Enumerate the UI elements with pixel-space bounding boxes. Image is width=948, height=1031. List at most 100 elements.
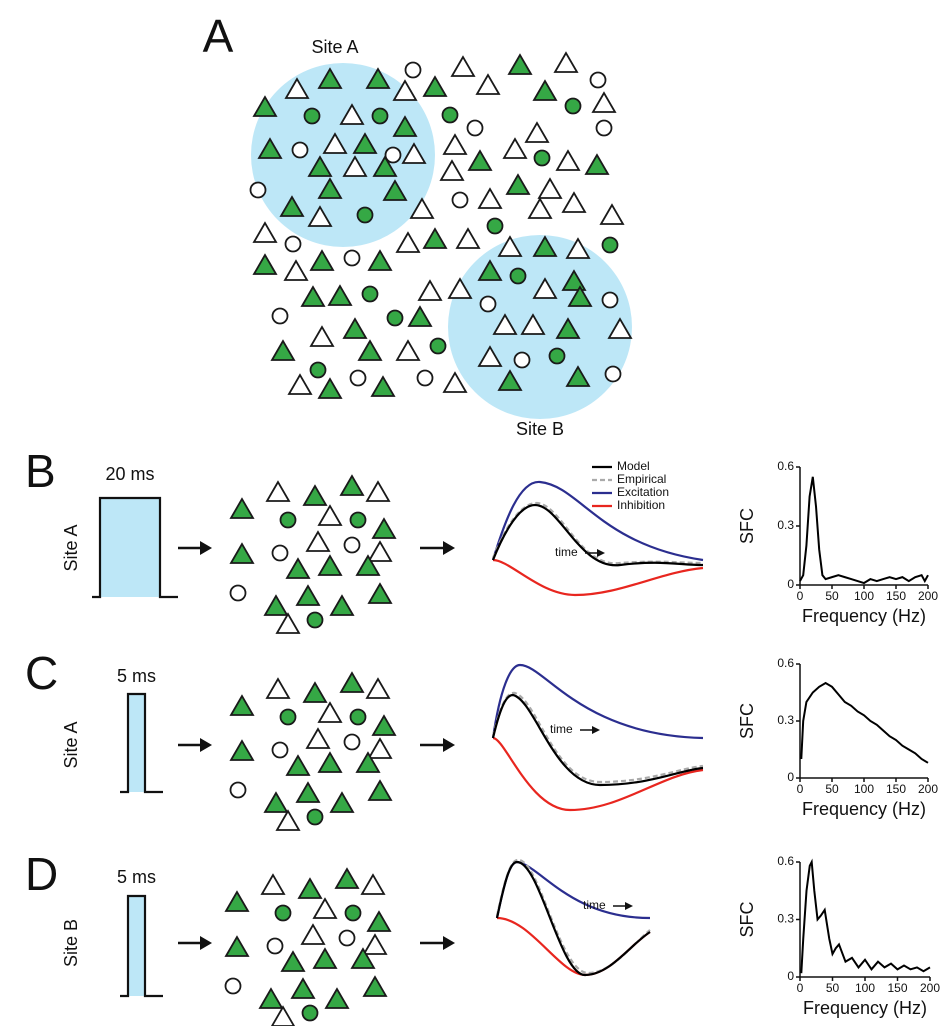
- cell-triangle: [367, 779, 393, 801]
- cell-triangle: [561, 269, 587, 291]
- cell-triangle: [317, 377, 343, 399]
- cell-circle: [451, 191, 469, 209]
- time-label: time: [550, 722, 573, 736]
- cell-triangle: [442, 133, 468, 155]
- cell-circle: [441, 106, 459, 124]
- cell-triangle: [502, 137, 528, 159]
- cell-triangle: [270, 339, 296, 361]
- cell-triangle: [329, 791, 355, 813]
- cell-circle: [509, 267, 527, 285]
- cell-circle: [224, 977, 242, 995]
- legend-label: Inhibition: [617, 498, 665, 512]
- legend-label: Model: [617, 459, 650, 473]
- cell-triangle: [263, 594, 289, 616]
- cell-triangle: [329, 594, 355, 616]
- cell-triangle: [367, 737, 393, 759]
- cell-triangle: [392, 79, 418, 101]
- x-tick-label: 50: [825, 589, 839, 603]
- legend-label: Excitation: [617, 485, 669, 499]
- cell-triangle: [317, 177, 343, 199]
- arrow-head: [443, 541, 455, 555]
- cell-circle: [271, 307, 289, 325]
- cell-circle: [271, 741, 289, 759]
- cell-triangle: [407, 305, 433, 327]
- cell-circle: [604, 365, 622, 383]
- cell-triangle: [355, 751, 381, 773]
- cell-triangle: [422, 75, 448, 97]
- cell-circle: [601, 236, 619, 254]
- cell-triangle: [252, 221, 278, 243]
- cell-triangle: [524, 121, 550, 143]
- cell-circle: [386, 309, 404, 327]
- cell-triangle: [339, 103, 365, 125]
- cell-triangle: [607, 317, 633, 339]
- cell-triangle: [305, 530, 331, 552]
- cell-triangle: [257, 137, 283, 159]
- cell-triangle: [317, 701, 343, 723]
- cell-circle: [343, 733, 361, 751]
- cell-triangle: [260, 873, 286, 895]
- time-arrow-head: [597, 549, 605, 557]
- cell-triangle: [317, 504, 343, 526]
- cell-triangle: [224, 935, 250, 957]
- y-tick-label: 0.6: [777, 459, 794, 473]
- cell-triangle: [367, 249, 393, 271]
- cell-triangle: [280, 950, 306, 972]
- pulse: [128, 896, 145, 996]
- panel-label: B: [25, 445, 56, 497]
- cell-triangle: [342, 155, 368, 177]
- cell-circle: [416, 369, 434, 387]
- cell-triangle: [263, 791, 289, 813]
- cell-triangle: [317, 751, 343, 773]
- cell-circle: [343, 536, 361, 554]
- y-tick-label: 0.6: [777, 854, 794, 868]
- cell-circle: [479, 295, 497, 313]
- pulse: [128, 694, 145, 792]
- cell-circle: [303, 107, 321, 125]
- time-arrow-head: [625, 902, 633, 910]
- cell-triangle: [302, 484, 328, 506]
- cell-triangle: [362, 933, 388, 955]
- cell-triangle: [455, 227, 481, 249]
- response-curves: [491, 480, 704, 977]
- time-label: time: [583, 898, 606, 912]
- cell-triangle: [290, 977, 316, 999]
- x-tick-label: 0: [797, 782, 804, 796]
- cell-triangle: [439, 159, 465, 181]
- arrow-head: [443, 936, 455, 950]
- cell-triangle: [507, 53, 533, 75]
- cell-triangle: [442, 371, 468, 393]
- cell-triangle: [371, 714, 397, 736]
- cell-triangle: [497, 369, 523, 391]
- cell-triangle: [555, 149, 581, 171]
- cell-triangle: [561, 191, 587, 213]
- sfc-line: [800, 681, 929, 764]
- cell-triangle: [532, 79, 558, 101]
- pulse-outline: [120, 894, 163, 998]
- cell-triangle: [553, 51, 579, 73]
- cell-triangle: [355, 554, 381, 576]
- cell-triangle: [285, 754, 311, 776]
- cell-circle: [349, 369, 367, 387]
- cell-triangle: [224, 890, 250, 912]
- cell-triangle: [284, 77, 310, 99]
- cell-triangle: [252, 95, 278, 117]
- x-axis-label: Frequency (Hz): [802, 799, 926, 819]
- cell-triangle: [300, 923, 326, 945]
- x-tick-label: 100: [854, 782, 874, 796]
- cell-triangle: [339, 671, 365, 693]
- x-tick-label: 200: [918, 782, 938, 796]
- cell-triangle: [565, 365, 591, 387]
- cell-triangle: [309, 249, 335, 271]
- cell-triangle: [520, 313, 546, 335]
- panel-label: C: [25, 647, 58, 699]
- cell-triangle: [555, 317, 581, 339]
- cell-triangle: [367, 582, 393, 604]
- cell-triangle: [492, 313, 518, 335]
- panel-label: D: [25, 848, 58, 900]
- pulse: [100, 498, 160, 597]
- site-a-region: [251, 63, 435, 247]
- cell-circle: [466, 119, 484, 137]
- y-tick-label: 0: [787, 969, 794, 983]
